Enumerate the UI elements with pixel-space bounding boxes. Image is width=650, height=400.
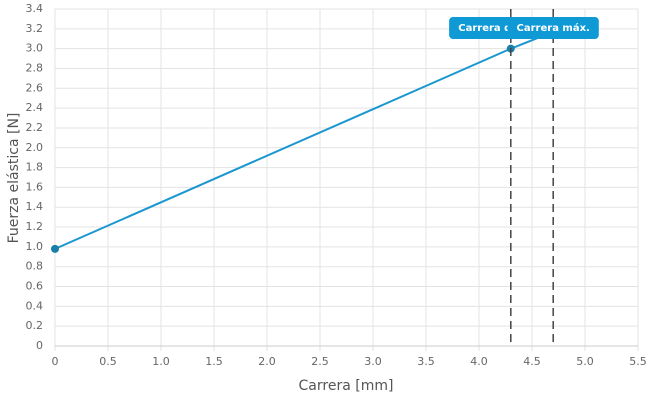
x-tick-label: 0.5 — [99, 355, 117, 368]
y-tick-label: 3.2 — [26, 22, 44, 35]
x-tick-label: 2.0 — [258, 355, 276, 368]
y-tick-label: 1.2 — [26, 220, 44, 233]
y-tick-label: 2.8 — [26, 61, 44, 74]
annotation-label: Carrera d — [458, 23, 511, 34]
x-tick-label: 5.5 — [629, 355, 647, 368]
y-tick-label: 0.4 — [26, 299, 44, 312]
annotation-label: Carrera máx. — [517, 22, 590, 34]
y-tick-label: 2.4 — [26, 101, 44, 114]
x-axis-title: Carrera [mm] — [299, 378, 394, 394]
annotation-box — [449, 17, 521, 39]
y-tick-label: 1.6 — [26, 180, 44, 193]
y-tick-label: 3.0 — [26, 42, 44, 55]
x-tick-label: 4.5 — [523, 355, 541, 368]
annotation-box — [507, 17, 599, 39]
y-axis-title: Fuerza elástica [N] — [6, 113, 22, 244]
y-tick-label: 2.2 — [26, 121, 44, 134]
x-tick-label: 4.0 — [470, 355, 488, 368]
x-tick-label: 2.5 — [311, 355, 329, 368]
y-tick-label: 2.0 — [26, 141, 44, 154]
y-tick-label: 2.6 — [26, 81, 44, 94]
y-tick-label: 0.8 — [26, 260, 44, 273]
y-tick-label: 1.4 — [26, 200, 44, 213]
x-tick-label: 1.0 — [152, 355, 170, 368]
y-tick-label: 1.8 — [26, 161, 44, 174]
x-tick-label: 0 — [52, 355, 59, 368]
x-tick-label: 1.5 — [205, 355, 223, 368]
y-tick-label: 1.0 — [26, 240, 44, 253]
y-tick-label: 0 — [36, 339, 43, 352]
x-tick-label: 3.0 — [364, 355, 382, 368]
x-tick-label: 5.0 — [576, 355, 594, 368]
x-tick-label: 3.5 — [417, 355, 435, 368]
point — [51, 244, 59, 253]
line — [54, 30, 554, 250]
y-tick-label: 0.6 — [26, 280, 44, 293]
y-tick-label: 0.2 — [26, 319, 44, 332]
y-tick-label: 3.4 — [26, 2, 44, 15]
